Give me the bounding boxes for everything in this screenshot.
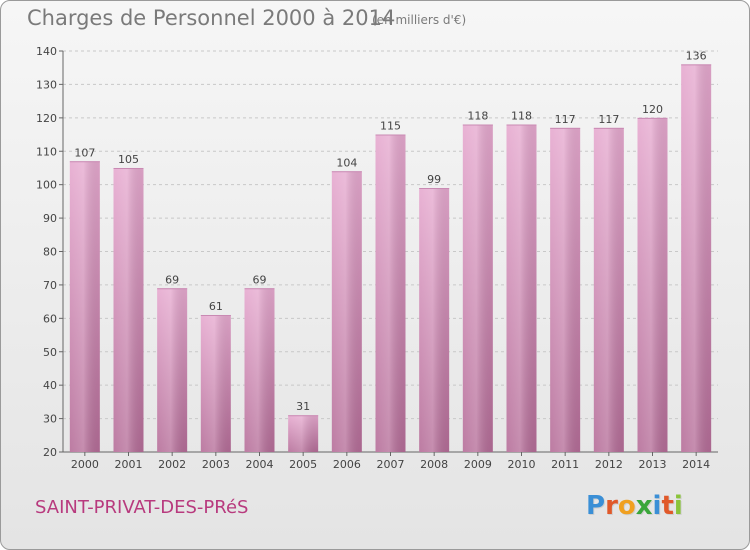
value-label: 69	[253, 273, 267, 286]
y-tick-label: 110	[36, 145, 57, 158]
y-tick-label: 70	[43, 279, 57, 292]
value-label: 117	[598, 113, 619, 126]
logo-letter: i	[673, 491, 683, 521]
x-tick-label: 2014	[682, 458, 710, 471]
value-label: 118	[467, 110, 488, 123]
value-label: 105	[118, 153, 139, 166]
y-tick-label: 20	[43, 446, 57, 459]
y-tick-label: 30	[43, 413, 57, 426]
value-label: 107	[74, 146, 95, 159]
chart-title: Charges de Personnel 2000 à 2014	[27, 6, 396, 30]
x-tick-label: 2002	[158, 458, 186, 471]
y-tick-label: 80	[43, 246, 57, 259]
bar-sheen	[681, 64, 712, 452]
x-tick-label: 2006	[333, 458, 361, 471]
x-tick-label: 2007	[377, 458, 405, 471]
y-tick-label: 60	[43, 312, 57, 325]
bar-sheen	[506, 124, 537, 453]
value-label: 118	[511, 110, 532, 123]
bar-sheen	[375, 134, 406, 452]
bar-sheen	[462, 124, 493, 453]
y-tick-label: 90	[43, 212, 57, 225]
value-label: 136	[686, 49, 707, 62]
bars	[69, 64, 712, 453]
x-tick-label: 2012	[595, 458, 623, 471]
y-tick-label: 140	[36, 45, 57, 58]
logo-letter: t	[661, 491, 674, 521]
x-tick-label: 2010	[508, 458, 536, 471]
commune-name: SAINT-PRIVAT-DES-PRéS	[35, 497, 249, 518]
x-tick-label: 2003	[202, 458, 230, 471]
value-label: 69	[165, 273, 179, 286]
x-tick-label: 2004	[246, 458, 274, 471]
y-tick-label: 40	[43, 379, 57, 392]
labels: 20 30 40 50 60 70 80 90 100 110 120 130 140 107 2000 10…	[36, 45, 710, 471]
value-label: 104	[336, 156, 357, 169]
logo-letter: P	[586, 491, 606, 521]
x-tick-label: 2001	[115, 458, 143, 471]
bar-sheen	[157, 288, 188, 452]
value-label: 61	[209, 300, 223, 313]
bar-sheen	[593, 127, 624, 452]
value-label: 99	[427, 173, 441, 186]
x-tick-label: 2009	[464, 458, 492, 471]
y-tick-label: 100	[36, 179, 57, 192]
value-label: 117	[555, 113, 576, 126]
x-tick-label: 2000	[71, 458, 99, 471]
x-tick-label: 2005	[289, 458, 317, 471]
bar-sheen	[69, 161, 100, 452]
y-tick-label: 130	[36, 78, 57, 91]
x-tick-label: 2011	[551, 458, 579, 471]
y-tick-label: 120	[36, 112, 57, 125]
value-label: 120	[642, 103, 663, 116]
logo-letter: i	[652, 491, 662, 521]
x-tick-label: 2008	[420, 458, 448, 471]
logo-letter: r	[605, 491, 618, 521]
logo-letter: o	[617, 491, 636, 521]
x-tick-label: 2013	[639, 458, 667, 471]
value-label: 31	[296, 400, 310, 413]
bar-sheen	[419, 188, 450, 452]
y-tick-label: 50	[43, 346, 57, 359]
value-label: 115	[380, 120, 401, 133]
bar-sheen	[331, 171, 362, 453]
bar-sheen	[244, 288, 275, 452]
bar-sheen	[200, 314, 231, 452]
bar-sheen	[113, 167, 144, 453]
bar-sheen	[288, 415, 319, 452]
proxiti-logo: Proxiti	[586, 491, 683, 521]
bar-sheen	[550, 127, 581, 452]
chart-subtitle: (en milliers d'€)	[372, 13, 467, 27]
logo-letter: x	[635, 491, 653, 521]
bar-sheen	[637, 117, 668, 452]
